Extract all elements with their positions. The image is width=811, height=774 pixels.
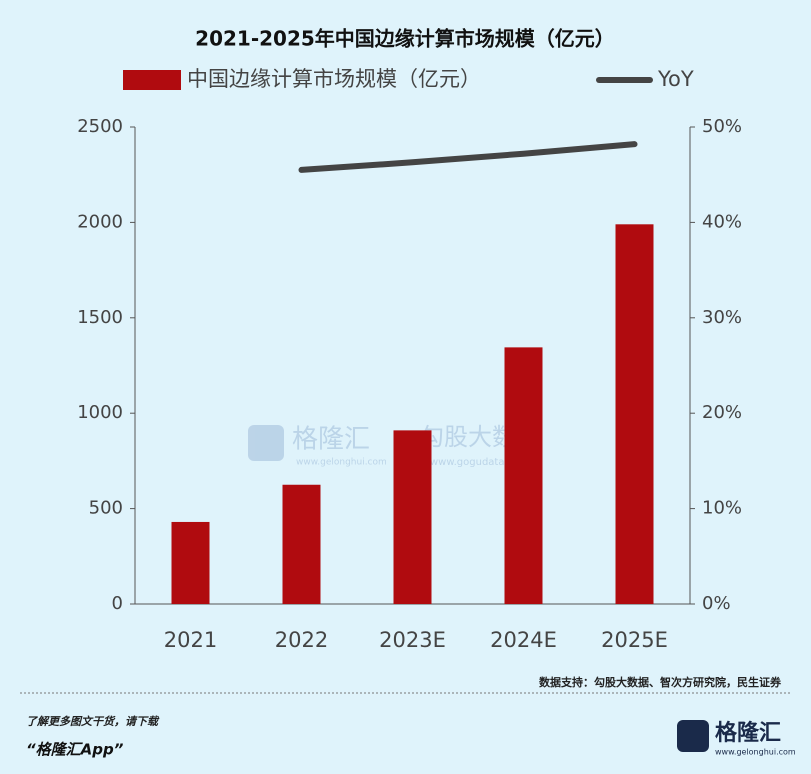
x-tick-label: 2024E <box>490 628 557 652</box>
y-tick-label: 2500 <box>77 116 123 137</box>
x-tick-label: 2025E <box>601 628 668 652</box>
logo-icon <box>677 720 709 752</box>
chart-title: 2021-2025年中国边缘计算市场规模（亿元） <box>195 27 615 51</box>
y2-tick-label: 0% <box>702 593 731 614</box>
y2-tick-label: 30% <box>702 307 742 328</box>
bar <box>282 484 321 604</box>
legend-label: 中国边缘计算市场规模（亿元） <box>187 67 481 91</box>
logo-url: www.gelonghui.com <box>715 748 796 757</box>
source: 数据支持：勾股大数据、智次方研究院，民生证券 <box>539 675 782 689</box>
y2-tick-label: 40% <box>702 211 742 232</box>
x-tick-label: 2022 <box>275 628 328 652</box>
y-tick-label: 1000 <box>77 402 123 423</box>
y-tick-label: 500 <box>89 498 123 519</box>
x-tick-label: 2023E <box>379 628 446 652</box>
logo-text: 格隆汇 <box>715 720 781 746</box>
y-tick-label: 1500 <box>77 307 123 328</box>
footer-app: “格隆汇App” <box>26 741 124 759</box>
bar <box>615 224 654 605</box>
bar <box>504 347 543 604</box>
x-tick-label: 2021 <box>164 628 217 652</box>
footer-text: 了解更多图文干货，请下载 <box>26 715 160 728</box>
watermark-text: 格隆汇 <box>292 425 370 455</box>
watermark-text: www.gelonghui.com <box>296 458 387 468</box>
watermark-icon <box>248 425 284 461</box>
yoy-line <box>298 141 638 173</box>
legend-label: YoY <box>657 67 694 91</box>
y2-tick-label: 20% <box>702 402 742 423</box>
legend-swatch <box>123 70 181 90</box>
y-tick-label: 0 <box>112 593 123 614</box>
y2-tick-label: 10% <box>702 498 742 519</box>
watermark-text: www.gogudata.com <box>430 457 529 468</box>
y2-tick-label: 50% <box>702 116 742 137</box>
y-tick-label: 2000 <box>77 211 123 232</box>
bar <box>171 521 210 604</box>
bar <box>393 430 432 604</box>
